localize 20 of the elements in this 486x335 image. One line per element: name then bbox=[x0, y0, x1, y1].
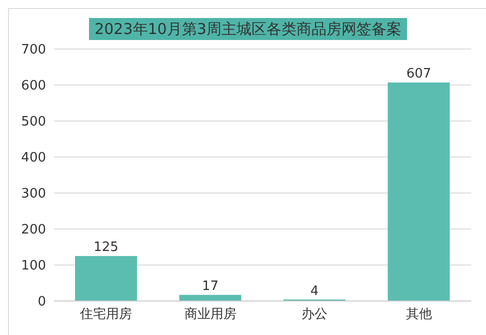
y-tick-label: 200 bbox=[21, 222, 46, 238]
data-label: 4 bbox=[310, 284, 319, 299]
chart-title: 2023年10月第3周主城区各类商品房网签备案 bbox=[88, 18, 408, 40]
x-tick-label: 商业用房 bbox=[184, 306, 236, 322]
y-tick-label: 500 bbox=[21, 114, 46, 130]
y-tick-label: 300 bbox=[21, 186, 46, 202]
x-tick-label: 其他 bbox=[406, 307, 432, 322]
data-label: 125 bbox=[94, 240, 118, 256]
y-tick-label: 600 bbox=[21, 78, 46, 94]
bar bbox=[75, 256, 137, 301]
y-tick-label: 100 bbox=[21, 258, 46, 274]
data-label: 607 bbox=[406, 66, 432, 82]
bar bbox=[388, 82, 450, 301]
x-tick-label: 办公 bbox=[302, 307, 328, 322]
y-tick-label: 0 bbox=[38, 294, 46, 310]
y-tick-label: 400 bbox=[21, 150, 46, 166]
bar bbox=[179, 294, 242, 301]
data-label: 17 bbox=[202, 279, 219, 294]
x-tick-label: 住宅用房 bbox=[79, 306, 132, 322]
y-tick-label: 700 bbox=[21, 42, 46, 58]
